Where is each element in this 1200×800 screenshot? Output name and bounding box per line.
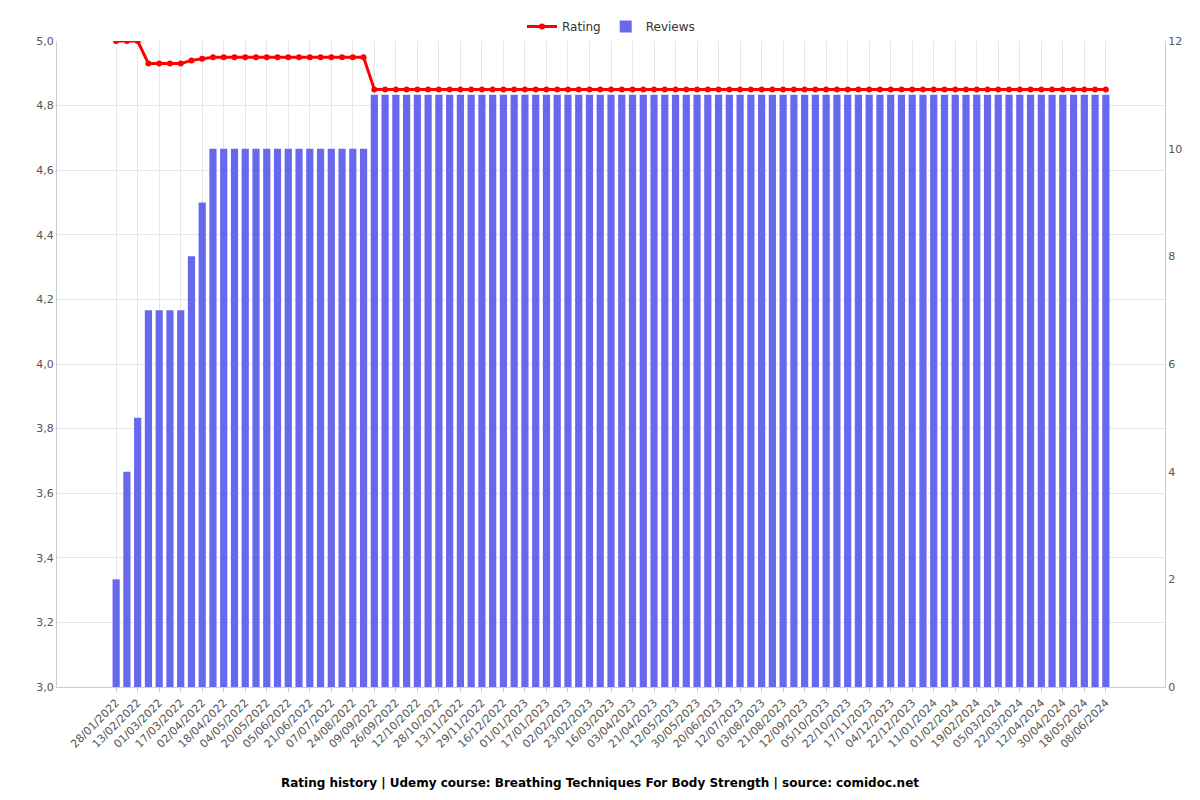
svg-text:03/04/2023: 03/04/2023 (585, 697, 639, 751)
svg-text:11/01/2024: 11/01/2024 (886, 697, 940, 751)
svg-text:4,6: 4,6 (36, 164, 54, 177)
svg-text:12/09/2023: 12/09/2023 (757, 697, 811, 751)
svg-text:07/07/2022: 07/07/2022 (283, 697, 337, 751)
svg-text:01/03/2022: 01/03/2022 (111, 697, 165, 751)
svg-text:24/08/2022: 24/08/2022 (305, 697, 359, 751)
svg-text:20/05/2022: 20/05/2022 (219, 697, 273, 751)
svg-text:8: 8 (1168, 250, 1175, 263)
svg-text:12/10/2022: 12/10/2022 (369, 697, 423, 751)
svg-text:17/11/2023: 17/11/2023 (821, 697, 875, 751)
svg-text:10: 10 (1168, 143, 1182, 156)
svg-text:17/03/2022: 17/03/2022 (133, 697, 187, 751)
svg-text:21/08/2023: 21/08/2023 (735, 697, 789, 751)
svg-text:28/01/2022: 28/01/2022 (68, 697, 122, 751)
svg-text:16/12/2022: 16/12/2022 (455, 697, 509, 751)
svg-text:3,0: 3,0 (36, 681, 54, 694)
svg-text:0: 0 (1168, 681, 1175, 694)
svg-text:13/02/2022: 13/02/2022 (90, 697, 144, 751)
svg-text:21/06/2022: 21/06/2022 (262, 697, 316, 751)
svg-text:22/12/2023: 22/12/2023 (864, 697, 918, 751)
svg-text:5,0: 5,0 (36, 35, 54, 48)
svg-text:02/04/2022: 02/04/2022 (154, 697, 208, 751)
svg-text:17/01/2023: 17/01/2023 (498, 697, 552, 751)
svg-text:20/06/2023: 20/06/2023 (671, 697, 725, 751)
svg-text:22/10/2023: 22/10/2023 (800, 697, 854, 751)
svg-text:02/02/2023: 02/02/2023 (520, 697, 574, 751)
svg-text:3,6: 3,6 (36, 487, 54, 500)
svg-text:12/07/2023: 12/07/2023 (692, 697, 746, 751)
svg-text:04/12/2023: 04/12/2023 (843, 697, 897, 751)
svg-text:16/03/2023: 16/03/2023 (563, 697, 617, 751)
svg-text:29/11/2022: 29/11/2022 (434, 697, 488, 751)
svg-text:4,2: 4,2 (36, 293, 54, 306)
svg-text:01/01/2023: 01/01/2023 (477, 697, 531, 751)
svg-text:12: 12 (1168, 35, 1182, 48)
svg-text:30/04/2024: 30/04/2024 (1015, 697, 1069, 751)
svg-text:18/05/2024: 18/05/2024 (1036, 697, 1090, 751)
svg-text:09/09/2022: 09/09/2022 (326, 697, 380, 751)
svg-text:4: 4 (1168, 466, 1175, 479)
svg-text:18/04/2022: 18/04/2022 (176, 697, 230, 751)
svg-text:2: 2 (1168, 573, 1175, 586)
svg-text:3,2: 3,2 (36, 616, 54, 629)
svg-text:03/08/2023: 03/08/2023 (714, 697, 768, 751)
svg-text:3,4: 3,4 (36, 552, 54, 565)
svg-text:4,4: 4,4 (36, 229, 54, 242)
svg-text:28/10/2022: 28/10/2022 (391, 697, 445, 751)
svg-text:05/03/2024: 05/03/2024 (950, 697, 1004, 751)
svg-text:05/06/2022: 05/06/2022 (240, 697, 294, 751)
svg-text:12/04/2024: 12/04/2024 (993, 697, 1047, 751)
svg-text:04/05/2022: 04/05/2022 (197, 697, 251, 751)
svg-text:21/04/2023: 21/04/2023 (606, 697, 660, 751)
svg-text:Rating history | Udemy course:: Rating history | Udemy course: Breathing… (281, 776, 919, 790)
svg-text:30/05/2023: 30/05/2023 (649, 697, 703, 751)
svg-text:12/05/2023: 12/05/2023 (628, 697, 682, 751)
svg-text:3,8: 3,8 (36, 422, 54, 435)
svg-text:05/10/2023: 05/10/2023 (778, 697, 832, 751)
svg-text:Rating: Rating (562, 20, 601, 34)
svg-text:19/02/2024: 19/02/2024 (929, 697, 983, 751)
svg-text:4,0: 4,0 (36, 358, 54, 371)
svg-text:6: 6 (1168, 358, 1175, 371)
svg-text:26/09/2022: 26/09/2022 (348, 697, 402, 751)
svg-text:4,8: 4,8 (36, 99, 54, 112)
svg-text:22/03/2024: 22/03/2024 (972, 697, 1026, 751)
svg-text:08/06/2024: 08/06/2024 (1058, 697, 1112, 751)
svg-text:13/11/2022: 13/11/2022 (412, 697, 466, 751)
svg-text:01/02/2024: 01/02/2024 (907, 697, 961, 751)
svg-text:23/02/2023: 23/02/2023 (541, 697, 595, 751)
svg-text:Reviews: Reviews (646, 20, 695, 34)
